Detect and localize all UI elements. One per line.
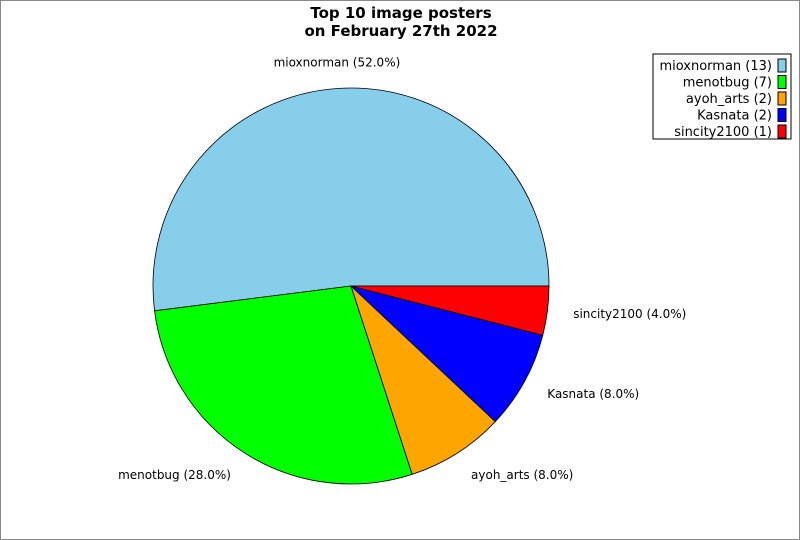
chart-title-line2: on February 27th 2022 bbox=[304, 22, 497, 40]
pie-slice-ayoh_arts bbox=[350, 285, 496, 475]
pie-slice-sincity2100 bbox=[350, 285, 550, 336]
legend-swatch-kasnata bbox=[777, 108, 787, 122]
legend-box bbox=[652, 53, 792, 140]
legend-label-mioxnorman: mioxnorman (13) bbox=[659, 59, 772, 74]
legend-label-sincity2100: sincity2100 (1) bbox=[674, 125, 772, 140]
slice-label-kasnata: Kasnata (8.0%) bbox=[547, 387, 639, 401]
legend-swatch-ayoh_arts bbox=[777, 91, 787, 106]
slice-label-ayoh_arts: ayoh_arts (8.0%) bbox=[471, 468, 573, 482]
legend-swatch-sincity2100 bbox=[777, 124, 787, 139]
pie-slice-kasnata bbox=[350, 285, 544, 423]
slice-label-menotbug: menotbug (28.0%) bbox=[118, 468, 231, 482]
legend-swatch-menotbug bbox=[777, 75, 787, 89]
slice-label-mioxnorman: mioxnorman (52.0%) bbox=[274, 55, 401, 69]
legend-swatch-mioxnorman bbox=[777, 58, 787, 73]
chart-title-line1: Top 10 image posters bbox=[310, 4, 491, 22]
legend-label-ayoh_arts: ayoh_arts (2) bbox=[686, 92, 772, 107]
pie-slice-mioxnorman bbox=[152, 87, 550, 312]
pie-slice-menotbug bbox=[154, 285, 413, 485]
legend-label-kasnata: Kasnata (2) bbox=[697, 109, 772, 124]
legend: mioxnorman (13) menotbug (7)ayoh_arts (2)… bbox=[652, 53, 792, 140]
slice-label-sincity2100: sincity2100 (4.0%) bbox=[573, 307, 686, 321]
legend-label-menotbug: menotbug (7) bbox=[683, 76, 772, 91]
